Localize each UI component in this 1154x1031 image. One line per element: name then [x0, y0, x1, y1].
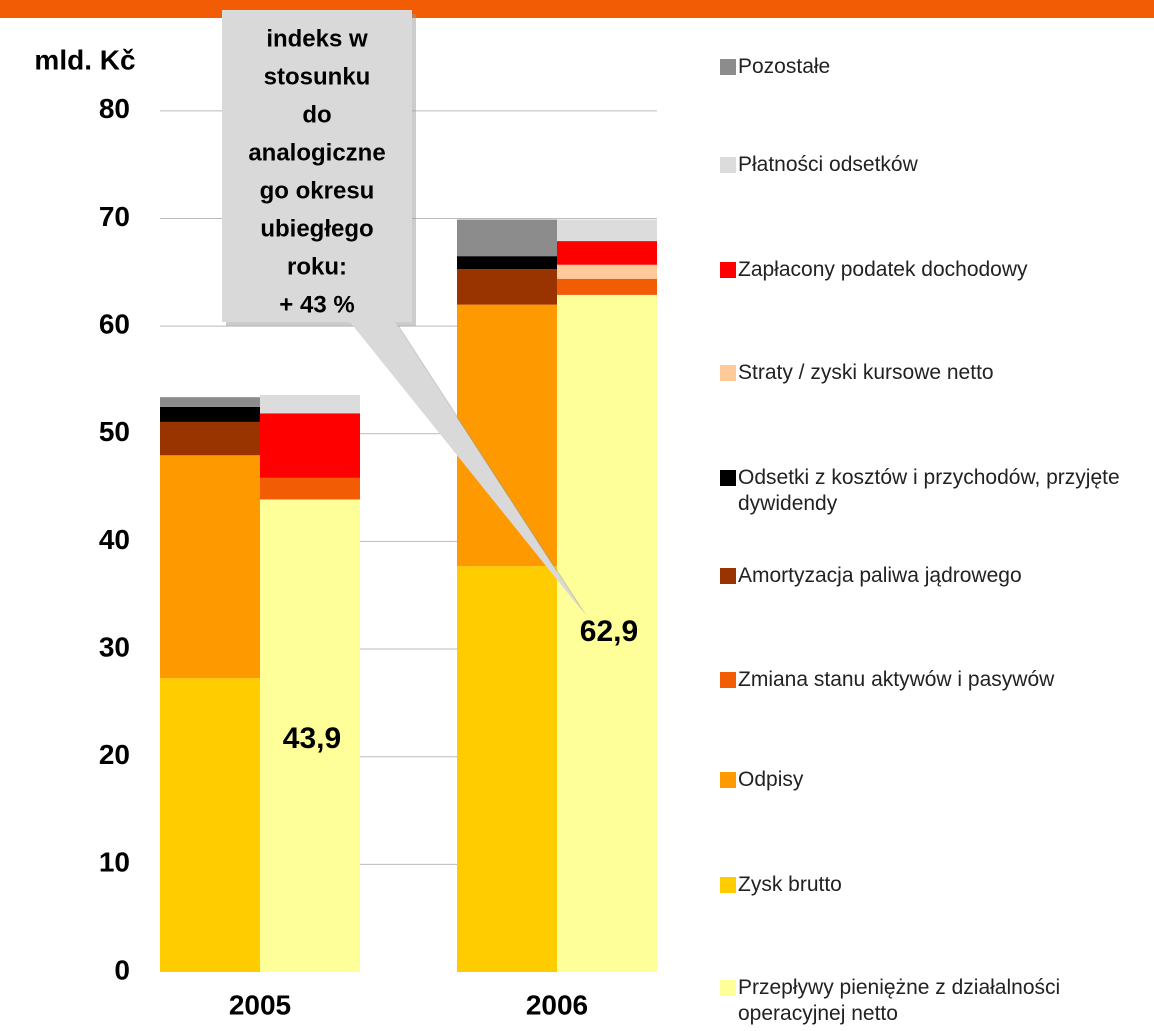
legend-item: Odsetki z kosztów i przychodów, przyjęte… — [720, 465, 1154, 517]
legend-item: Straty / zyski kursowe netto — [720, 360, 1154, 386]
y-tick-label: 60 — [99, 309, 130, 340]
legend-swatch — [720, 365, 736, 381]
data-label: 62,9 — [580, 615, 638, 648]
legend-swatch — [720, 980, 736, 996]
axis-title: mld. Kč — [34, 44, 135, 75]
legend-item: Amortyzacja paliwa jądrowego — [720, 563, 1154, 589]
legend-item: Zmiana stanu aktywów i pasywów — [720, 667, 1154, 693]
header-bar — [0, 0, 1154, 18]
callout — [222, 10, 583, 612]
legend-label: Odsetki z kosztów i przychodów, przyjęte… — [738, 466, 1120, 515]
bar-segment — [557, 264, 657, 279]
legend-swatch — [720, 470, 736, 486]
legend-swatch — [720, 672, 736, 688]
y-tick-label: 70 — [99, 201, 130, 232]
legend-label: Przepływy pieniężne z działalności opera… — [738, 976, 1061, 1025]
bar-segment — [260, 477, 360, 500]
annotation-line: ubiegłego — [260, 215, 373, 242]
bar-segment — [160, 421, 260, 456]
legend-label: Odpisy — [738, 768, 804, 791]
bar-segment — [457, 256, 557, 270]
legend-swatch — [720, 772, 736, 788]
bar-segment — [457, 269, 557, 305]
annotation-line: indeks w — [266, 25, 368, 52]
legend-label: Straty / zyski kursowe netto — [738, 361, 994, 384]
legend-swatch — [720, 877, 736, 893]
legend-swatch — [720, 568, 736, 584]
legend-swatch — [720, 59, 736, 75]
legend-label: Pozostałe — [738, 55, 831, 78]
legend-item: Zysk brutto — [720, 872, 1154, 898]
legend-swatch — [720, 157, 736, 173]
bar-segment — [457, 304, 557, 567]
legend-label: Amortyzacja paliwa jądrowego — [738, 564, 1022, 587]
annotation-line: do — [302, 101, 331, 128]
legend-item: Przepływy pieniężne z działalności opera… — [720, 975, 1154, 1027]
legend-item: Zapłacony podatek dochodowy — [720, 257, 1154, 283]
bar-segment — [160, 455, 260, 679]
annotation-line: analogiczne — [248, 139, 385, 166]
bar-segment — [557, 241, 657, 265]
legend-label: Płatności odsetków — [738, 153, 918, 176]
bar-segment — [260, 413, 360, 478]
bar-segment — [160, 397, 260, 407]
y-tick-label: 30 — [99, 631, 130, 662]
y-tick-label: 80 — [99, 93, 130, 124]
annotation-line: stosunku — [264, 63, 371, 90]
legend-item: Płatności odsetków — [720, 152, 1154, 178]
x-tick-label: 2005 — [229, 989, 291, 1020]
legend-item: Odpisy — [720, 767, 1154, 793]
bar-segment — [160, 406, 260, 422]
annotation-line: + 43 % — [279, 291, 354, 318]
y-tick-label: 50 — [99, 416, 130, 447]
bar-segment — [260, 395, 360, 414]
bar-segment — [557, 294, 657, 972]
legend-swatch — [720, 262, 736, 278]
bar-segment — [160, 678, 260, 972]
x-tick-label: 2006 — [526, 989, 588, 1020]
y-tick-label: 0 — [114, 954, 130, 985]
bar-segment — [457, 566, 557, 972]
bar-segment — [557, 278, 657, 295]
data-label: 43,9 — [283, 722, 341, 755]
bar-segment — [557, 219, 657, 242]
bar-segment — [457, 219, 557, 257]
y-tick-label: 20 — [99, 739, 130, 770]
annotation-line: roku: — [287, 253, 347, 280]
legend-item: Pozostałe — [720, 54, 1154, 80]
annotation-line: go okresu — [260, 177, 375, 204]
bar-segment — [260, 499, 360, 972]
y-tick-label: 40 — [99, 524, 130, 555]
y-tick-label: 10 — [99, 847, 130, 878]
legend-label: Zysk brutto — [738, 873, 842, 896]
legend-label: Zapłacony podatek dochodowy — [738, 258, 1028, 281]
legend-label: Zmiana stanu aktywów i pasywów — [738, 668, 1055, 691]
